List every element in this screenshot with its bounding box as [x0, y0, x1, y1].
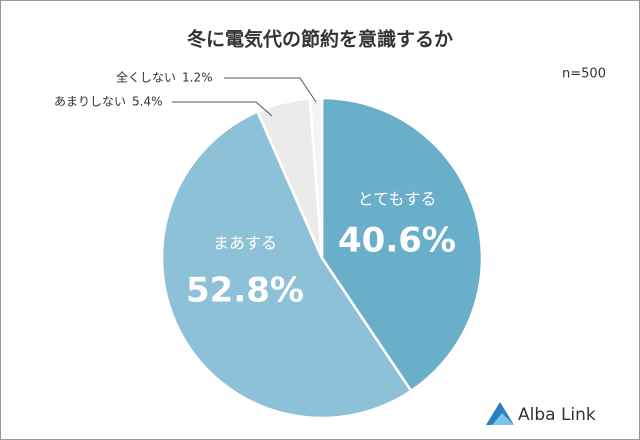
- slice-value-label: 52.8%: [186, 271, 304, 311]
- pie-slice: [320, 96, 484, 393]
- leader-line: [172, 101, 273, 117]
- slice-category-label: 全くしない: [116, 70, 176, 85]
- slice-category-label: あまりしない: [54, 95, 126, 109]
- leader-line: [224, 77, 317, 103]
- chart-title: 冬に電気代の節約を意識するか: [187, 28, 453, 51]
- logo-text: Alba Link: [518, 405, 596, 425]
- sample-note: n=500: [562, 67, 606, 82]
- slice-value-label: 40.6%: [338, 221, 456, 261]
- slice-category-label: まあする: [213, 234, 277, 253]
- slice-value-label: 5.4%: [132, 95, 163, 109]
- slice-value-label: 1.2%: [182, 71, 213, 85]
- pie-slice: [308, 96, 324, 259]
- logo-icon-accent: [492, 413, 514, 425]
- logo: Alba Link: [486, 402, 596, 425]
- pie-slice: [160, 109, 413, 420]
- slice-category-label: とてもする: [358, 190, 437, 209]
